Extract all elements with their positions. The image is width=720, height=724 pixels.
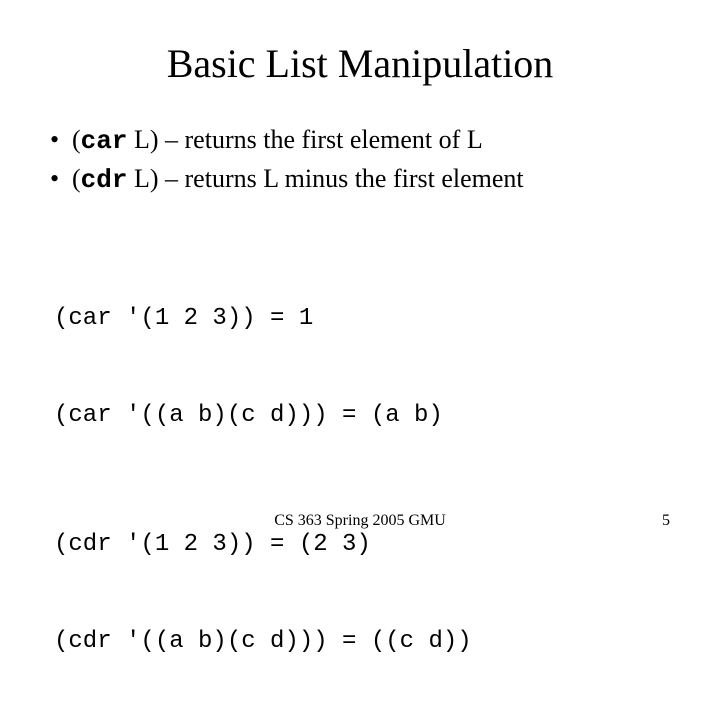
paren-open: (	[72, 125, 81, 154]
bullet-rest: L) – returns L minus the first element	[127, 164, 523, 193]
code-op: car	[81, 126, 128, 156]
code-op: cdr	[81, 165, 128, 195]
page-number: 5	[662, 512, 670, 530]
bullet-dot: •	[50, 122, 72, 157]
paren-open: (	[72, 164, 81, 193]
slide: Basic List Manipulation • (car L) – retu…	[0, 0, 720, 540]
bullet-dot: •	[50, 161, 72, 196]
slide-title: Basic List Manipulation	[50, 40, 670, 87]
bullet-text: (cdr L) – returns L minus the first elem…	[72, 161, 524, 198]
footer-center-text: CS 363 Spring 2005 GMU	[0, 512, 720, 530]
code-examples: (car '(1 2 3)) = 1 (car '((a b)(c d))) =…	[54, 238, 670, 723]
example-line: (cdr '(1 2 3)) = (2 3)	[54, 529, 670, 561]
bullet-rest: L) – returns the first element of L	[127, 125, 482, 154]
bullet-item: • (car L) – returns the first element of…	[50, 122, 670, 159]
example-line: (cdr '((a b)(c d))) = ((c d))	[54, 626, 670, 658]
example-line: (car '((a b)(c d))) = (a b)	[54, 400, 670, 432]
example-line: (car '(1 2 3)) = 1	[54, 303, 670, 335]
bullet-text: (car L) – returns the first element of L	[72, 122, 483, 159]
bullet-item: • (cdr L) – returns L minus the first el…	[50, 161, 670, 198]
bullet-list: • (car L) – returns the first element of…	[50, 122, 670, 198]
